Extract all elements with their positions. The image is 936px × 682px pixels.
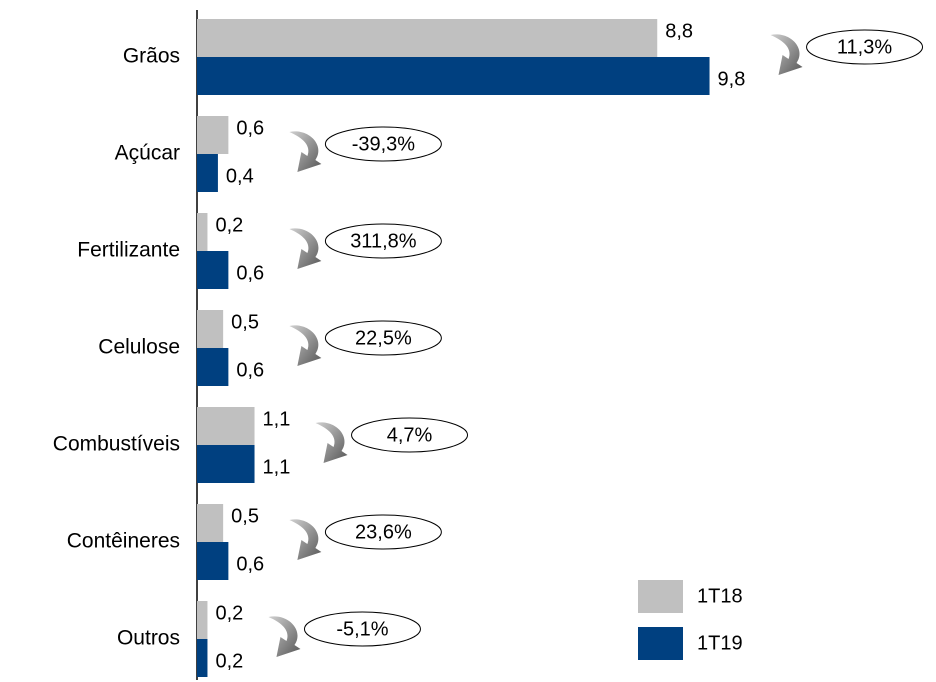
change-ellipse [303,611,421,647]
change-ellipse [351,417,469,453]
change-ellipse [324,514,442,550]
bar [197,407,255,445]
value-label: 0,4 [226,165,254,187]
legend-swatch [638,580,683,613]
bar [197,542,229,580]
value-label: 0,2 [215,602,243,624]
bar [197,57,710,95]
legend-label: 1T19 [697,632,743,654]
change-ellipse [806,29,924,65]
category-label: Açúcar [115,142,180,165]
legend-swatch [638,627,683,660]
value-label: 0,6 [236,359,264,381]
bar [197,601,208,639]
trend-arrow [289,131,322,172]
change-label: 22,5% [355,327,412,349]
change-label: 4,7% [387,424,433,446]
change-label: 311,8% [350,230,417,252]
value-label: 8,8 [665,20,693,42]
value-label: 0,5 [231,311,259,333]
value-label: 1,1 [263,456,291,478]
bar [197,19,658,57]
bar [197,213,208,251]
value-label: 0,2 [215,650,243,672]
bar [197,445,255,483]
trend-arrow [289,325,322,366]
category-label: Contêineres [67,530,180,553]
change-ellipse [324,126,442,162]
value-label: 0,6 [236,117,264,139]
change-ellipse [324,223,442,259]
change-label: -39,3% [352,133,416,155]
bar [197,310,224,348]
value-label: 0,5 [231,505,259,527]
change-label: 11,3% [837,36,892,58]
value-label: 1,1 [263,408,291,430]
change-label: -5,1% [336,618,388,640]
value-label: 0,6 [236,553,264,575]
value-label: 9,8 [718,68,746,90]
trend-arrow [289,519,322,560]
category-label: Fertilizante [77,239,180,262]
bar [197,251,229,289]
bar [197,348,229,386]
legend-label: 1T18 [697,585,743,607]
value-label: 0,2 [215,214,243,236]
change-ellipse [324,320,442,356]
bar [197,504,224,542]
category-label: Outros [117,627,180,650]
category-label: Combustíveis [53,433,180,456]
value-label: 0,6 [236,262,264,284]
trend-arrow [315,422,348,463]
bar [197,116,229,154]
trend-arrow [268,616,301,657]
category-label: Grãos [123,45,180,68]
bar [197,639,208,677]
trend-arrow [770,34,803,75]
category-label: Celulose [98,336,180,359]
change-label: 23,6% [355,521,412,543]
bar [197,154,218,192]
trend-arrow [289,228,322,269]
